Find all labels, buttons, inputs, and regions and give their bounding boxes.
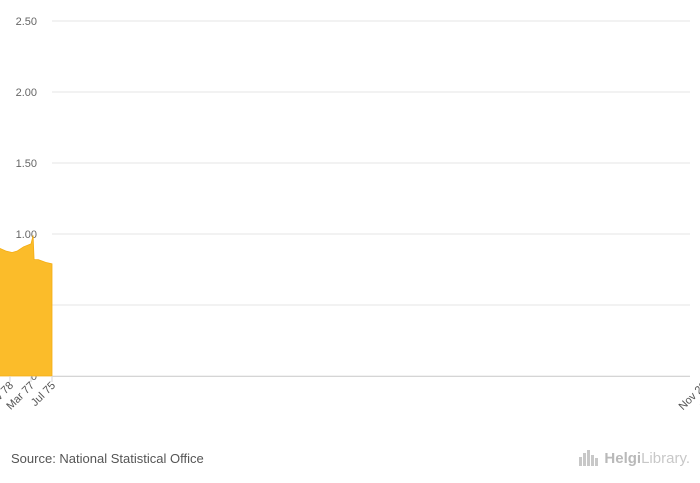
- source-note: Source: National Statistical Office: [11, 451, 204, 466]
- area-fill: [0, 235, 53, 377]
- x-tick-label: Jul 75: [29, 380, 58, 409]
- y-tick-label: 1.50: [16, 158, 37, 170]
- y-axis: 00.5001.001.502.002.50: [9, 16, 37, 383]
- x-tick-label: Nov 23: [677, 380, 700, 413]
- skyline-icon: [579, 450, 599, 466]
- y-tick-label: 1.00: [16, 229, 37, 241]
- y-tick-label: 2.00: [16, 87, 37, 99]
- area-series: [0, 235, 53, 377]
- brand-text: HelgiLibrary.: [604, 449, 690, 467]
- y-tick-label: 0: [31, 371, 37, 383]
- helgi-library-logo: HelgiLibrary.: [578, 449, 690, 467]
- grid-lines: [52, 20, 690, 377]
- y-tick-label: 2.50: [16, 16, 37, 28]
